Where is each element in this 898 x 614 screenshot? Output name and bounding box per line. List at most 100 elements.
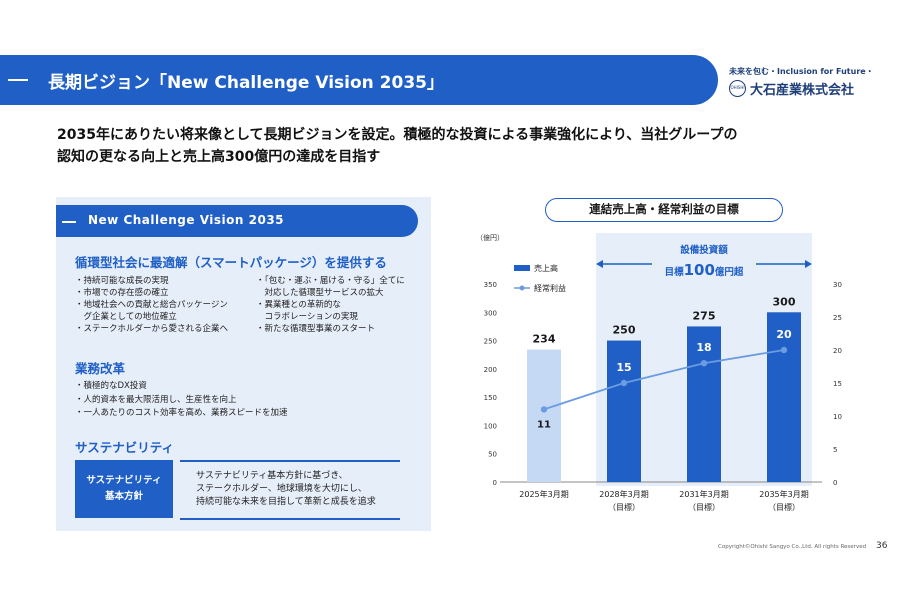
sales-bar <box>767 312 801 482</box>
y-tick-right: 10 <box>833 413 842 421</box>
x-tick-label: 2028年3月期 <box>599 489 648 499</box>
chart-labels: 234 250 275 300 11 15 18 20 2025年3月期 2028年3月期 （目標）… <box>519 295 808 512</box>
legend-bar-swatch <box>514 265 530 271</box>
vision-title: New Challenge Vision 2035 <box>88 213 285 227</box>
legend-sales-label: 売上高 <box>534 263 558 273</box>
reform-list: ・積極的なDX投資 ・人的資本を最大限活用し、生産性を向上 ・一人あたりのコスト… <box>75 380 288 421</box>
y-tick-left: 200 <box>484 366 497 374</box>
lead-line-1: 2035年にありたい将来像として長期ビジョンを設定。積極的な投資による事業強化に… <box>57 127 738 143</box>
bullet-item: グ企業としての地位確立 <box>75 312 177 322</box>
legend-profit-label: 経常利益 <box>534 283 566 293</box>
annotation-suffix: 億円超 <box>715 266 744 278</box>
sales-value-label: 234 <box>533 333 556 346</box>
header-bar <box>0 55 718 105</box>
vision-title-bar <box>56 205 418 237</box>
profit-point <box>540 406 548 413</box>
header-dash <box>8 79 28 81</box>
bullet-item: ・持続可能な成長の実現 <box>75 276 169 286</box>
y-tick-left: 250 <box>484 338 497 346</box>
section-sustainability-title: サステナビリティ <box>75 440 175 455</box>
section-reform-title: 業務改革 <box>75 361 126 376</box>
sustainability-box-line-2: 基本方針 <box>104 491 143 502</box>
annotation-target: 目標100億円超 <box>665 261 744 279</box>
profit-value-label: 18 <box>696 341 711 354</box>
x-tick-label: 2025年3月期 <box>519 489 568 499</box>
bullet-item: コラボレーションの実現 <box>256 312 358 322</box>
bullet-item: ・新たな循環型事業のスタート <box>256 324 376 334</box>
y-tick-left: 0 <box>493 479 497 487</box>
section-circular-title: 循環型社会に最適解（スマートパッケージ）を提供する <box>75 255 387 270</box>
profit-value-label: 15 <box>616 361 631 374</box>
vision-dash <box>62 221 76 223</box>
sales-bar <box>607 340 641 482</box>
lead-text: 2035年にありたい将来像として長期ビジョンを設定。積極的な投資による事業強化に… <box>57 124 837 168</box>
profit-value-label: 11 <box>537 419 551 430</box>
y-tick-left: 350 <box>484 281 497 289</box>
x-tick-sublabel: （目標） <box>688 502 720 512</box>
bullet-item: ・一人あたりのコスト効率を高め、業務スピードを加速 <box>75 408 288 418</box>
profit-value-label: 20 <box>776 328 792 341</box>
divider <box>180 518 400 520</box>
copyright-text: Copyright©Ohishi Sangyo Co.,Ltd. All rig… <box>718 544 867 550</box>
sales-profit-chart: （億円） 売上高 経常利益 設備投資額 目標100億円超 05010015020… <box>476 233 842 512</box>
bullet-item: ・積極的なDX投資 <box>75 381 147 391</box>
sustainability-policy-box: サステナビリティ 基本方針 <box>75 460 173 518</box>
arrow-left-icon <box>596 260 603 268</box>
y-tick-left: 50 <box>488 451 497 459</box>
chart-bars <box>527 312 801 482</box>
y-tick-right: 15 <box>833 380 842 388</box>
bullet-item: ・市場での存在感の確立 <box>75 288 169 298</box>
x-tick-label: 2035年3月期 <box>759 489 808 499</box>
sustainability-text-line: ステークホルダー、地球環境を大切にし、 <box>196 484 367 494</box>
x-tick-sublabel: （目標） <box>768 502 800 512</box>
y-tick-right: 30 <box>833 281 842 289</box>
chart-profit-line <box>540 346 788 413</box>
bullet-item: 対応した循環型サービスの拡大 <box>256 288 384 298</box>
sales-value-label: 275 <box>693 309 716 322</box>
sales-value-label: 300 <box>773 295 796 308</box>
sales-bar <box>527 349 561 482</box>
investment-annotation: 設備投資額 目標100億円超 <box>596 244 812 279</box>
sales-value-label: 250 <box>613 324 636 337</box>
lead-line-2: 認知の更なる向上と売上高300億円の達成を目指す <box>57 149 381 165</box>
page-number: 36 <box>876 541 888 551</box>
bullet-item: ・地域社会への貢献と総合パッケージン <box>75 300 228 310</box>
bullet-item: ・ステークホルダーから愛される企業へ <box>75 324 229 334</box>
bullet-item: ・「包む・運ぶ・届ける・守る」全てに <box>256 276 405 286</box>
y-tick-left: 300 <box>484 309 497 317</box>
x-tick-label: 2031年3月期 <box>679 489 728 499</box>
profit-point <box>780 346 788 354</box>
profit-point <box>620 379 628 387</box>
y-tick-right: 25 <box>833 314 842 322</box>
annotation-line-1: 設備投資額 <box>680 244 728 256</box>
logo-tagline: 未来を包む・Inclusion for Future・ <box>729 67 874 76</box>
sustainability-text-line: サステナビリティ基本方針に基づき、 <box>196 471 348 481</box>
y-tick-right: 20 <box>833 347 842 355</box>
logo-mark-icon: OHISHI <box>729 80 746 97</box>
chart-title: 連結売上高・経常利益の目標 <box>545 198 783 222</box>
legend-line-marker <box>519 285 525 291</box>
sustainability-text-line: 持続可能な未来を目指して革新と成長を追求 <box>196 497 376 507</box>
profit-line <box>543 349 785 411</box>
sustainability-text: サステナビリティ基本方針に基づき、 ステークホルダー、地球環境を大切にし、 持続… <box>196 470 376 509</box>
sales-bar <box>687 326 721 482</box>
circular-col-2: ・「包む・運ぶ・届ける・守る」全てに 対応した循環型サービスの拡大 ・異業種との… <box>256 275 405 335</box>
profit-point <box>700 360 708 367</box>
page-title: 長期ビジョン「New Challenge Vision 2035」 <box>48 73 444 93</box>
divider <box>180 460 400 462</box>
sustainability-box-line-1: サステナビリティ <box>86 475 162 486</box>
bullet-item: ・異業種との革新的な <box>256 300 341 310</box>
annotation-value: 100 <box>684 261 715 279</box>
x-tick-sublabel: （目標） <box>608 502 640 512</box>
arrow-right-icon <box>805 260 812 268</box>
company-logo-name: 大石産業株式会社 <box>750 83 855 98</box>
y-tick-right: 5 <box>833 446 837 454</box>
y-tick-left: 100 <box>484 422 497 430</box>
bullet-item: ・人的資本を最大限活用し、生産性を向上 <box>75 394 237 405</box>
chart-legend: 売上高 経常利益 <box>514 263 566 293</box>
axis-unit-label: （億円） <box>476 233 504 242</box>
y-tick-left: 150 <box>484 394 497 402</box>
annotation-prefix: 目標 <box>665 266 685 278</box>
y-tick-right: 0 <box>833 479 837 487</box>
circular-col-1: ・持続可能な成長の実現 ・市場での存在感の確立 ・地域社会への貢献と総合パッケー… <box>75 275 228 335</box>
